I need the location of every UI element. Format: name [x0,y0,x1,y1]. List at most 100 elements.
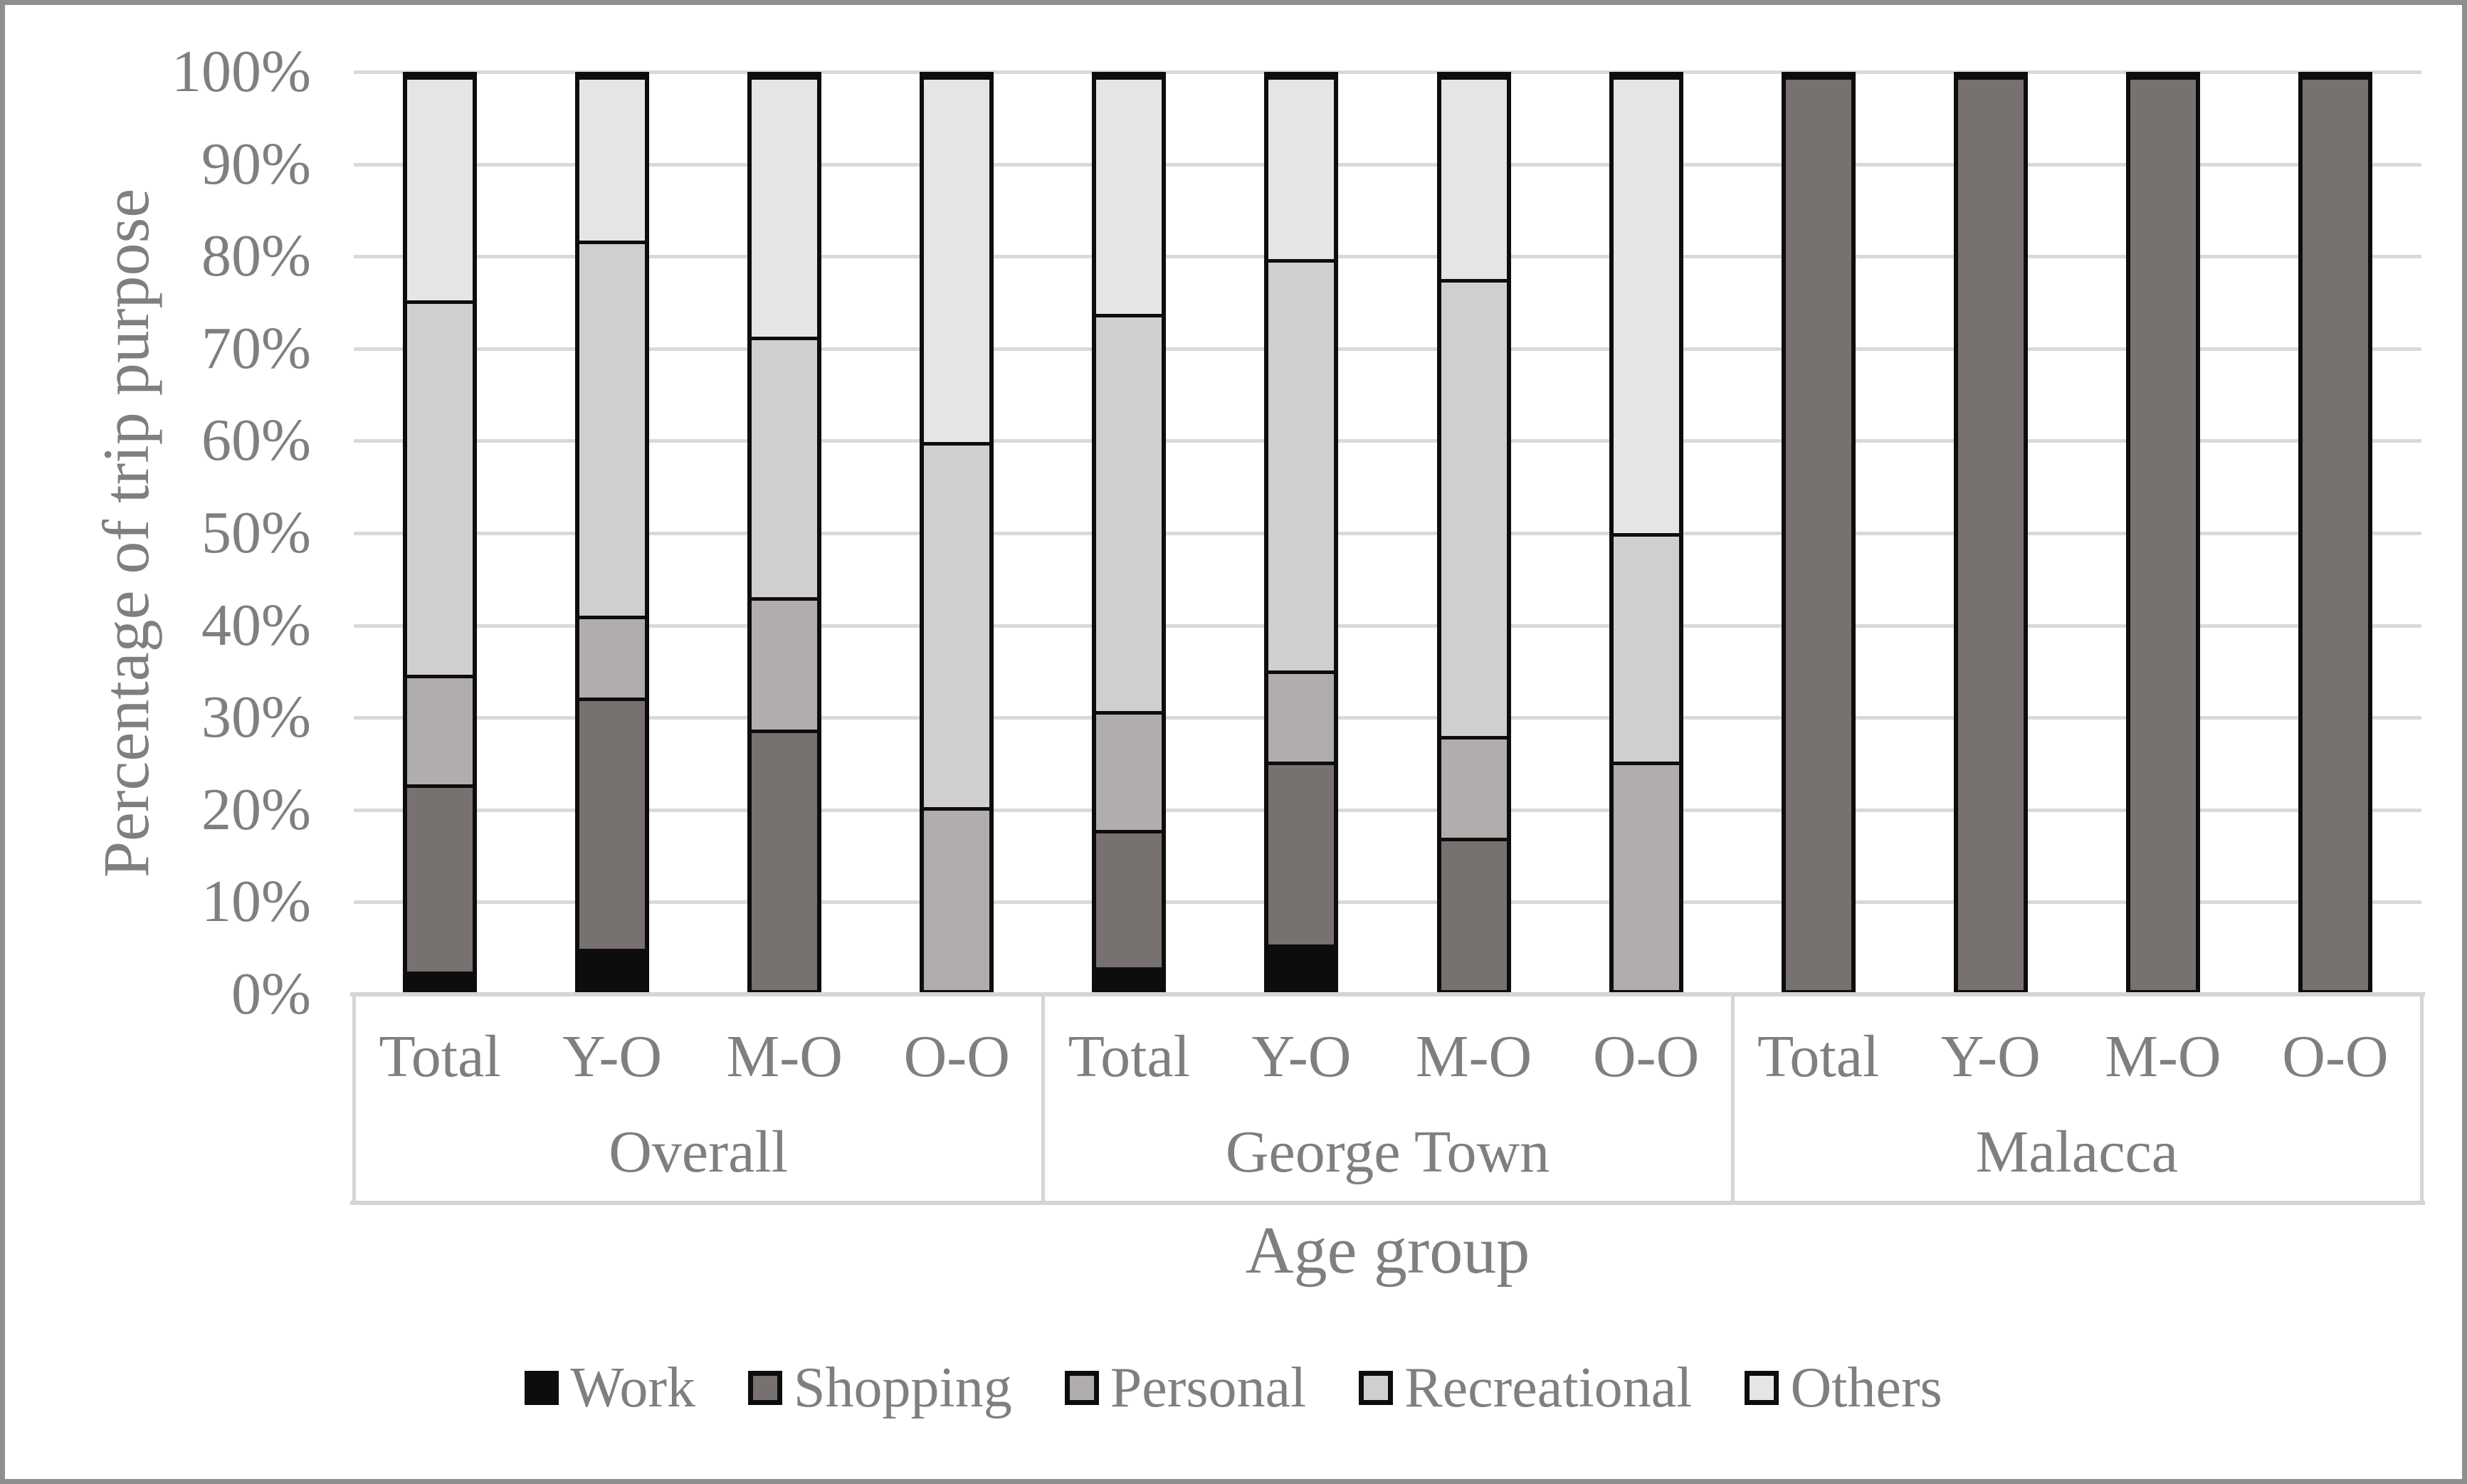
legend-label: Others [1790,1356,1942,1419]
chart-legend: Work Shopping Personal Recreational Others [5,1342,2462,1434]
gridline [354,162,2421,167]
bar-segment-others [1096,76,1162,314]
category-divider [1730,994,1735,1201]
category-divider [352,994,356,1201]
x-category-label: Y-O [1940,1023,2041,1090]
bar-segment-personal [1096,711,1162,831]
legend-swatch-personal [1064,1371,1099,1405]
bar-Y-O-9 [1953,72,2028,994]
x-category-label: Y-O [1251,1023,1352,1090]
x-category-label: O-O [1592,1023,1700,1090]
bar-M-O-2 [747,72,822,994]
bar-segment-others [752,76,818,337]
category-divider [1041,994,1046,1201]
bar-segment-others [924,76,990,442]
bar-segment-shopping [579,698,646,949]
bar-segment-others [579,76,646,241]
bar-segment-recreational [752,336,818,597]
x-category-label: Total [1068,1023,1191,1090]
legend-item-others: Others [1745,1356,1942,1421]
bar-M-O-6 [1436,72,1511,994]
x-group-label: George Town [1225,1119,1550,1185]
y-tick-label: 30% [201,684,311,751]
bar-segment-shopping [752,730,818,990]
bar-segment-others [1441,76,1507,280]
legend-swatch-shopping [748,1371,782,1405]
legend-label: Personal [1110,1356,1307,1419]
legend-swatch-others [1745,1371,1779,1405]
bar-segment-others [407,76,473,300]
gridline [354,900,2421,905]
bar-Y-O-1 [575,72,650,994]
bar-Total-8 [1781,72,1856,994]
x-category-label: Total [379,1023,501,1090]
x-category-label: M-O [2105,1023,2221,1090]
bar-segment-personal [579,615,646,698]
bar-segment-personal [924,807,990,990]
bar-segment-work [1096,967,1162,990]
x-axis-title: Age group [1245,1214,1530,1288]
legend-item-shopping: Shopping [748,1356,1012,1421]
y-tick-label: 10% [201,868,311,935]
bar-segment-recreational [1268,258,1335,670]
bar-segment-shopping [2302,76,2368,990]
bar-segment-shopping [1441,837,1507,990]
category-divider [2420,994,2424,1201]
y-tick-label: 0% [231,961,311,1027]
bar-segment-recreational [407,300,473,675]
x-category-label: Total [1757,1023,1880,1090]
bar-Y-O-5 [1264,72,1339,994]
legend-item-personal: Personal [1064,1356,1307,1421]
gridline [354,439,2421,443]
bar-O-O-7 [1609,72,1683,994]
y-tick-label: 60% [201,407,311,474]
legend-label: Recreational [1404,1356,1693,1419]
bar-segment-personal [752,596,818,730]
gridline [354,532,2421,535]
legend-label: Work [570,1356,695,1419]
bar-segment-personal [1613,762,1679,990]
bar-segment-shopping [1268,762,1335,944]
y-tick-label: 80% [201,223,311,290]
y-tick-label: 100% [172,38,311,105]
bar-segment-shopping [407,784,473,972]
y-tick-label: 20% [201,776,311,843]
legend-label: Shopping [794,1356,1012,1419]
x-group-label: Overall [609,1119,789,1185]
bar-segment-recreational [1096,313,1162,712]
gridline [354,716,2421,720]
x-category-label: Y-O [562,1023,663,1090]
bar-segment-personal [1268,670,1335,762]
bar-segment-work [1268,944,1335,990]
y-tick-label: 90% [201,130,311,197]
bar-O-O-11 [2298,72,2372,994]
axis-labels-layer: 0% 10% 20% 30% 40% 50% 60% 70% 80% 90% 100% Total Y-… [5,5,2462,1479]
y-tick-label: 50% [201,500,311,566]
bar-segment-work [579,949,646,990]
bar-Total-0 [403,72,478,994]
legend-swatch-recreational [1359,1371,1394,1405]
y-tick-label: 70% [201,315,311,381]
bar-segment-shopping [2130,76,2196,990]
x-group-label: Malacca [1975,1119,2179,1185]
gridline [354,623,2421,628]
bar-segment-personal [1441,736,1507,838]
gridline [354,347,2421,351]
bar-segment-others [1613,76,1679,533]
bar-segment-shopping [1957,76,2024,990]
bar-segment-recreational [1613,533,1679,762]
legend-item-work: Work [525,1356,695,1421]
legend-swatch-work [525,1371,559,1405]
bar-segment-personal [407,675,473,785]
x-category-label: M-O [726,1023,843,1090]
bar-segment-work [407,972,473,990]
x-category-label: M-O [1415,1023,1532,1090]
bar-Total-4 [1092,72,1167,994]
x-axis-line [350,992,2425,996]
bar-segment-shopping [1096,830,1162,967]
legend-item-recreational: Recreational [1359,1356,1692,1421]
x-category-label: O-O [903,1023,1010,1090]
bar-segment-recreational [924,441,990,808]
x-category-label: O-O [2282,1023,2389,1090]
